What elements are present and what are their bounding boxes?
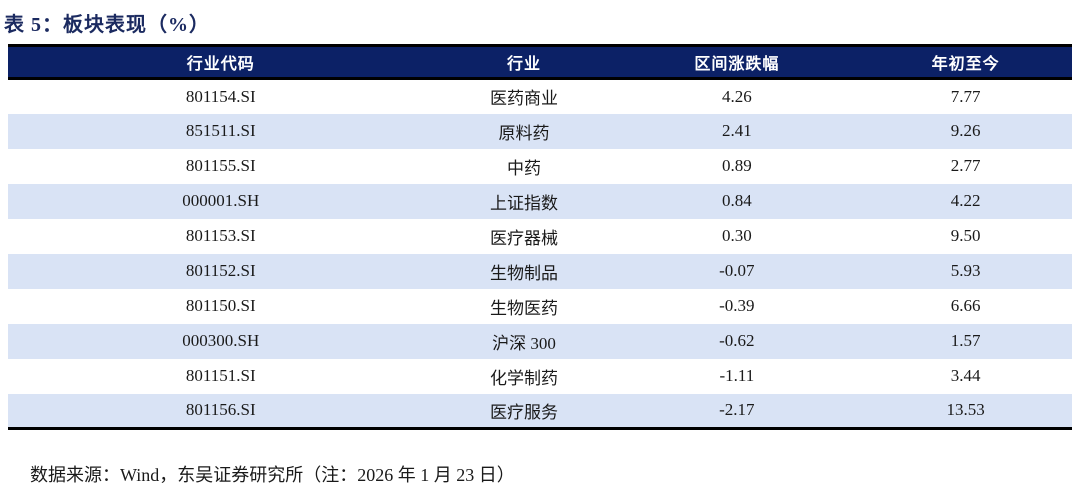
cell-ytd: 3.44 [950, 366, 981, 385]
cell-code: 801152.SI [185, 261, 256, 280]
table-header-row: 行业代码 行业 区间涨跌幅 年初至今 [8, 45, 1072, 79]
cell-interval-change: -0.62 [719, 331, 755, 350]
table-row: 851511.SI 原料药 2.41 9.26 [8, 113, 1072, 149]
cell-industry: 医疗服务 [490, 402, 559, 422]
cell-industry: 中药 [507, 158, 542, 178]
table-row: 801152.SI 生物制品 -0.07 5.93 [8, 253, 1072, 289]
table-row: 801155.SI 中药 0.89 2.77 [8, 149, 1072, 184]
cell-code: 851511.SI [185, 121, 256, 140]
table-row: 000300.SH 沪深 300 -0.62 1.57 [8, 323, 1072, 359]
cell-ytd: 9.26 [950, 121, 981, 140]
cell-ytd: 6.66 [950, 296, 981, 315]
cell-ytd: 4.22 [950, 191, 981, 210]
header-interval-change: 区间涨跌幅 [694, 56, 780, 73]
cell-interval-change: 0.30 [721, 226, 752, 245]
cell-interval-change: 4.26 [721, 86, 752, 106]
cell-code: 801150.SI [185, 296, 256, 315]
cell-industry: 沪深 300 [492, 333, 556, 353]
cell-interval-change: 0.89 [721, 156, 752, 175]
table-row: 801156.SI 医疗服务 -2.17 13.53 [8, 393, 1072, 429]
cell-code: 801151.SI [185, 366, 256, 385]
cell-code: 000300.SH [182, 331, 260, 350]
cell-ytd: 9.50 [950, 226, 981, 245]
cell-industry: 化学制药 [490, 368, 559, 388]
cell-industry: 医疗器械 [490, 228, 559, 248]
cell-code: 801154.SI [185, 86, 256, 106]
header-ytd: 年初至今 [931, 56, 1000, 73]
table-row: 801150.SI 生物医药 -0.39 6.66 [8, 289, 1072, 324]
table-row: 801154.SI 医药商业 4.26 7.77 [8, 79, 1072, 114]
cell-ytd: 2.77 [950, 156, 981, 175]
cell-interval-change: -2.17 [719, 400, 755, 420]
cell-industry: 上证指数 [490, 193, 559, 213]
table-row: 801153.SI 医疗器械 0.30 9.50 [8, 219, 1072, 254]
cell-ytd: 13.53 [946, 400, 985, 420]
cell-interval-change: 2.41 [721, 121, 752, 140]
cell-interval-change: -0.39 [719, 296, 755, 315]
cell-code: 000001.SH [182, 191, 260, 210]
cell-industry: 生物制品 [490, 263, 559, 283]
cell-ytd: 1.57 [950, 331, 981, 350]
table-row: 801151.SI 化学制药 -1.11 3.44 [8, 359, 1072, 394]
cell-code: 801156.SI [185, 400, 256, 420]
data-source-note: 数据来源：Wind，东吴证券研究所（注：2026 年 1 月 23 日） [30, 465, 515, 485]
table-title: 表 5：板块表现（%） [4, 14, 210, 36]
header-industry: 行业 [507, 56, 542, 73]
header-industry-code: 行业代码 [186, 56, 255, 73]
cell-ytd: 7.77 [950, 86, 981, 106]
cell-code: 801155.SI [185, 156, 256, 175]
table-row: 000001.SH 上证指数 0.84 4.22 [8, 183, 1072, 219]
cell-interval-change: 0.84 [721, 191, 752, 210]
sector-performance-table: 行业代码 行业 区间涨跌幅 年初至今 801154.SI 医药商业 4.26 7… [8, 44, 1072, 430]
cell-code: 801153.SI [185, 226, 256, 245]
cell-industry: 原料药 [498, 123, 550, 143]
cell-industry: 医药商业 [490, 89, 559, 109]
cell-industry: 生物医药 [490, 298, 559, 318]
cell-interval-change: -1.11 [719, 366, 755, 385]
cell-interval-change: -0.07 [719, 261, 755, 280]
cell-ytd: 5.93 [950, 261, 981, 280]
